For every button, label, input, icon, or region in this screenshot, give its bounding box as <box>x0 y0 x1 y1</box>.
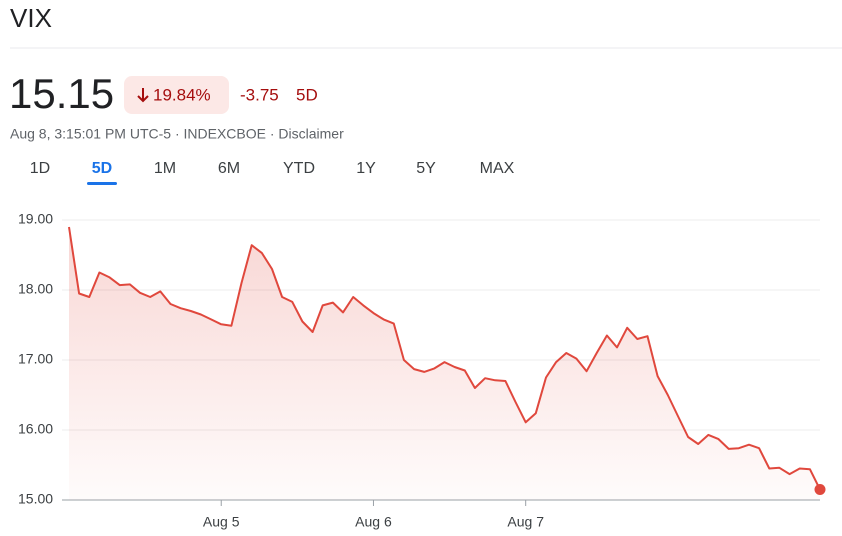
x-tick-label: Aug 7 <box>507 514 544 530</box>
down-arrow <box>137 88 149 103</box>
range-tab[interactable]: YTD <box>283 160 315 177</box>
y-tick-label: 17.00 <box>18 351 53 367</box>
y-tick-label: 16.00 <box>18 421 53 437</box>
range-tab[interactable]: 1Y <box>356 160 376 177</box>
plot: 15.00 16.00 17.00 18.00 19.00 Aug 5 Aug 6 Aug 7 <box>18 211 826 530</box>
x-tick-label: Aug 5 <box>203 514 240 530</box>
last-point <box>814 484 826 495</box>
x-tick-label: Aug 6 <box>355 514 392 530</box>
change-period: 5D <box>296 85 318 104</box>
range-tabs: 1D 5D 1M 6M YTD 1Y 5Y MAX <box>30 160 515 185</box>
price-line <box>68 226 821 490</box>
change-badge <box>124 76 229 114</box>
range-tab[interactable]: 5Y <box>416 160 436 177</box>
price: 15.15 <box>9 70 114 117</box>
tab-underline <box>87 182 117 185</box>
quote-meta: Aug 8, 3:15:01 PM UTC-5 · INDEXCBOE · Di… <box>10 126 344 142</box>
range-tab[interactable]: 6M <box>218 160 240 177</box>
ticker-title: VIX <box>10 3 52 33</box>
change-value: -3.75 <box>240 85 279 104</box>
range-tab[interactable]: 5D <box>92 160 112 177</box>
y-tick-label: 18.00 <box>18 281 53 297</box>
y-tick-label: 15.00 <box>18 491 53 507</box>
range-tab[interactable]: 1D <box>30 160 50 177</box>
range-tab[interactable]: 1M <box>154 160 176 177</box>
change-percent: 19.84% <box>153 85 211 104</box>
area <box>69 227 820 500</box>
y-tick-label: 19.00 <box>18 211 53 227</box>
range-tab[interactable]: MAX <box>480 160 515 177</box>
